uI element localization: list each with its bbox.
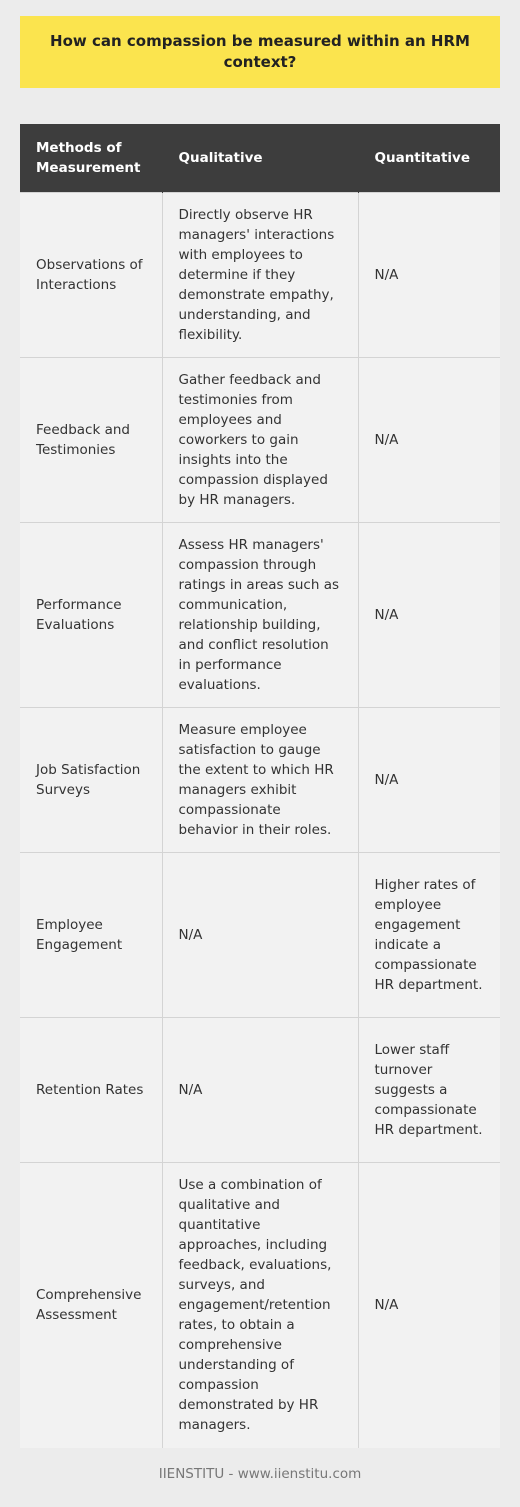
qualitative-cell: Directly observe HR managers' interactio… [161,192,358,358]
page-title: How can compassion be measured within an… [50,32,470,71]
qualitative-cell: Assess HR managers' compassion through r… [161,522,358,708]
qualitative-cell: Measure employee satisfaction to gauge t… [161,707,358,853]
method-cell: Employee Engagement [20,852,162,1018]
method-cell: Retention Rates [20,1017,162,1163]
table-row: Retention Rates N/A Lower staff turnover… [20,1017,500,1163]
quantitative-cell: N/A [357,522,500,708]
method-cell: Observations of Interactions [20,192,162,358]
method-cell: Feedback and Testimonies [20,357,162,523]
table-row: Feedback and Testimonies Gather feedback… [20,357,500,523]
title-banner: How can compassion be measured within an… [20,16,500,88]
quantitative-cell: N/A [357,707,500,853]
quantitative-cell: N/A [357,357,500,523]
table-header-row: Methods of Measurement Qualitative Quant… [20,124,500,193]
table-row: Observations of Interactions Directly ob… [20,192,500,358]
quantitative-cell: N/A [357,1162,500,1448]
measurement-table: Methods of Measurement Qualitative Quant… [20,124,500,1448]
quantitative-cell: Higher rates of employee engagement indi… [357,852,500,1018]
footer-credit: IIENSTITU - www.iienstitu.com [158,1466,362,1482]
header-methods: Methods of Measurement [20,124,162,193]
quantitative-cell: N/A [357,192,500,358]
method-cell: Performance Evaluations [20,522,162,708]
qualitative-cell: N/A [161,852,358,1018]
header-quantitative: Quantitative [357,124,500,193]
method-cell: Comprehensive Assessment [20,1162,162,1448]
quantitative-cell: Lower staff turnover suggests a compassi… [357,1017,500,1163]
table-row: Employee Engagement N/A Higher rates of … [20,852,500,1018]
qualitative-cell: Gather feedback and testimonies from emp… [161,357,358,523]
table-row: Comprehensive Assessment Use a combinati… [20,1162,500,1448]
table-row: Job Satisfaction Surveys Measure employe… [20,707,500,853]
header-qualitative: Qualitative [161,124,358,193]
table-row: Performance Evaluations Assess HR manage… [20,522,500,708]
qualitative-cell: N/A [161,1017,358,1163]
qualitative-cell: Use a combination of qualitative and qua… [161,1162,358,1448]
method-cell: Job Satisfaction Surveys [20,707,162,853]
